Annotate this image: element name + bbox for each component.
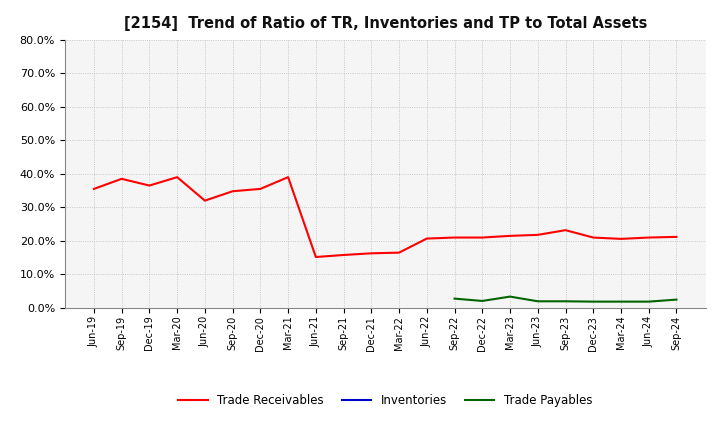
- Trade Receivables: [201, 198, 210, 203]
- Trade Payables: [616, 299, 625, 304]
- Trade Receivables: [478, 235, 487, 240]
- Trade Receivables: [616, 236, 625, 242]
- Trade Receivables: [561, 227, 570, 233]
- Trade Receivables: [256, 186, 265, 191]
- Trade Receivables: [117, 176, 126, 181]
- Trade Receivables: [534, 232, 542, 238]
- Trade Receivables: [505, 233, 514, 238]
- Trade Receivables: [173, 175, 181, 180]
- Trade Receivables: [284, 175, 292, 180]
- Trade Payables: [450, 296, 459, 301]
- Trade Payables: [534, 299, 542, 304]
- Title: [2154]  Trend of Ratio of TR, Inventories and TP to Total Assets: [2154] Trend of Ratio of TR, Inventories…: [124, 16, 647, 32]
- Trade Receivables: [395, 250, 403, 255]
- Legend: Trade Receivables, Inventories, Trade Payables: Trade Receivables, Inventories, Trade Pa…: [174, 389, 597, 411]
- Trade Receivables: [228, 189, 237, 194]
- Trade Receivables: [339, 253, 348, 258]
- Trade Payables: [561, 299, 570, 304]
- Trade Receivables: [644, 235, 653, 240]
- Trade Receivables: [89, 186, 98, 191]
- Trade Receivables: [589, 235, 598, 240]
- Trade Payables: [478, 298, 487, 304]
- Trade Receivables: [672, 234, 681, 239]
- Trade Receivables: [450, 235, 459, 240]
- Line: Trade Payables: Trade Payables: [454, 297, 677, 302]
- Trade Receivables: [312, 254, 320, 260]
- Line: Trade Receivables: Trade Receivables: [94, 177, 677, 257]
- Trade Payables: [644, 299, 653, 304]
- Trade Receivables: [145, 183, 154, 188]
- Trade Payables: [672, 297, 681, 302]
- Trade Receivables: [423, 236, 431, 241]
- Trade Payables: [589, 299, 598, 304]
- Trade Payables: [505, 294, 514, 299]
- Trade Receivables: [367, 251, 376, 256]
